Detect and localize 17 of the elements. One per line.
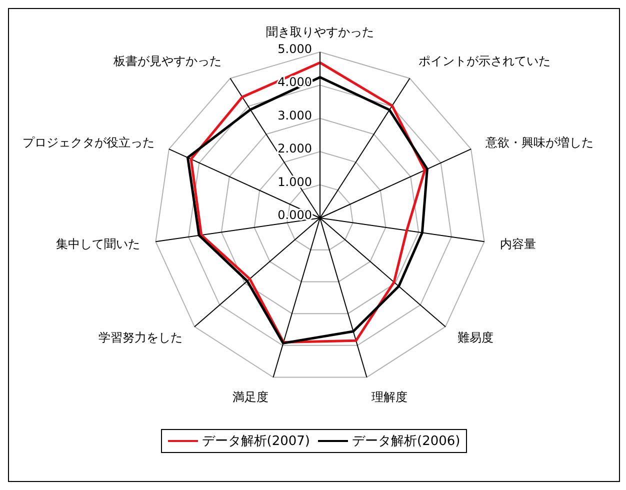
spoke-label: 内容量 [500, 237, 536, 252]
y-tick-label: 0.000 [278, 208, 312, 222]
spoke-label: ポイントが示されていた [418, 54, 550, 68]
spoke-label: プロジェクタが役立った [22, 136, 154, 150]
spoke-label: 意欲・興味が増した [484, 136, 594, 150]
spoke-label: 板書が見やすかった [112, 54, 222, 68]
spoke-label: 理解度 [371, 390, 408, 404]
legend-label: データ解析(2006) [352, 433, 460, 450]
spoke-label: 聞き取りやすかった [266, 25, 374, 39]
spoke-label: 集中して聞いた [56, 237, 140, 252]
y-tick-label: 2.000 [278, 142, 312, 156]
spoke-label: 学習努力をした [98, 330, 182, 344]
y-tick-label: 3.000 [278, 108, 312, 122]
legend-label: データ解析(2007) [202, 433, 310, 450]
y-tick-label: 5.000 [278, 42, 312, 56]
spoke-label: 難易度 [458, 330, 494, 344]
spoke-label: 満足度 [232, 390, 269, 404]
